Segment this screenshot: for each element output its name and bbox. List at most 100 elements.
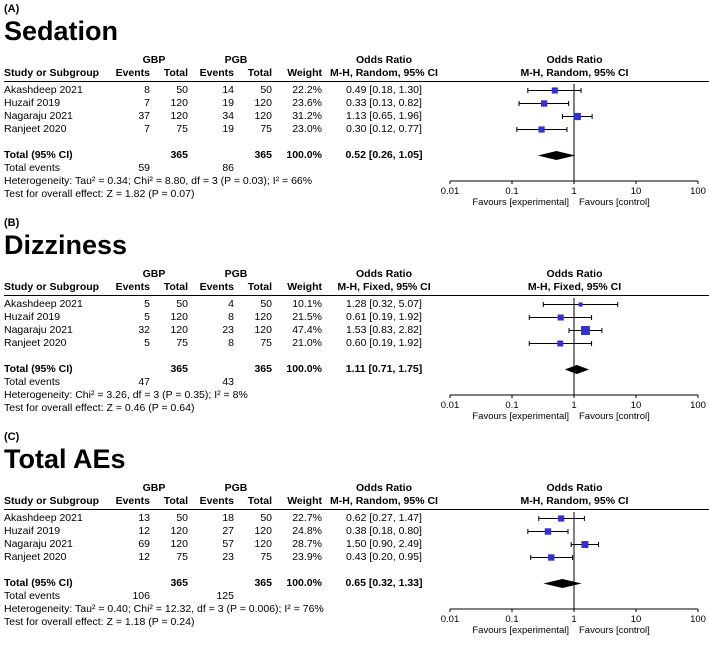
gbp-events: 8	[144, 84, 150, 96]
col-study: Study or Subgroup	[4, 495, 100, 507]
gbp-total: 365	[170, 363, 188, 375]
table-row: Huzaif 2019 5 120 8 120 21.5% 0.61 [0.19…	[4, 311, 709, 324]
axis-tick-label: 0.1	[505, 400, 518, 411]
odds-ratio-header: Odds Ratio	[355, 54, 412, 66]
pgb-events: 57	[222, 538, 234, 550]
weight: 21.0%	[292, 337, 322, 349]
total-row: Total (95% CI) 365 365 100.0% 0.65 [0.32…	[4, 577, 709, 590]
heterogeneity-text: Heterogeneity: Tau² = 0.34; Chi² = 8.80,…	[4, 175, 313, 187]
pgb-total: 120	[254, 110, 272, 122]
pgb-events: 86	[222, 162, 234, 174]
ci-text: 0.49 [0.18, 1.30]	[346, 84, 422, 96]
study-name: Ranjeet 2020	[4, 337, 67, 349]
empty-cell	[194, 363, 240, 376]
odds-ratio-header: Odds Ratio	[355, 482, 412, 494]
total-label: Total (95% CI)	[4, 363, 73, 375]
table-row: Akashdeep 2021 8 50 14 50 22.2% 0.49 [0.…	[4, 84, 709, 97]
gbp-total: 120	[170, 97, 188, 109]
group-header-gbp: GBP	[142, 54, 166, 66]
gbp-total: 365	[170, 149, 188, 161]
odds-ratio-plot-header: Odds Ratio	[546, 482, 603, 494]
table-body: Akashdeep 2021 13 50 18 50 22.7% 0.62 [0…	[4, 510, 709, 636]
study-name: Huzaif 2019	[4, 97, 61, 109]
gbp-total: 120	[170, 110, 188, 122]
total-label: Total (95% CI)	[4, 577, 73, 589]
axis-tick-label: 10	[631, 186, 642, 197]
gbp-total: 365	[170, 577, 188, 589]
gbp-total: 50	[176, 512, 188, 524]
panel-label-c: (C)	[4, 431, 20, 443]
favours-left-label: Favours [experimental]	[472, 197, 569, 208]
axis-tick-label: 10	[631, 614, 642, 625]
gbp-events: 12	[138, 551, 150, 563]
empty-cell	[278, 162, 328, 175]
pgb-events: 23	[222, 324, 234, 336]
pgb-events: 34	[222, 110, 234, 122]
axis-tick-label: 100	[690, 400, 706, 411]
weight: 100.0%	[286, 577, 322, 589]
pgb-total: 120	[254, 311, 272, 323]
axis-tick-label: 0.1	[505, 186, 518, 197]
ci-text: 0.38 [0.18, 0.80]	[346, 525, 422, 537]
empty-cell	[328, 590, 440, 603]
gbp-events: 106	[132, 590, 150, 602]
empty-cell	[114, 577, 156, 590]
col-weight: Weight	[287, 495, 322, 507]
panel-title-sedation: Sedation	[4, 16, 119, 46]
table-row: Nagaraju 2021 37 120 34 120 31.2% 1.13 […	[4, 110, 709, 123]
panel-label-b: (B)	[4, 217, 20, 229]
empty-cell	[156, 590, 194, 603]
gbp-events: 59	[138, 162, 150, 174]
ci-text: 1.11 [0.71, 1.75]	[345, 363, 423, 375]
ci-text: 0.60 [0.19, 1.92]	[346, 337, 422, 349]
ci-text: 0.61 [0.19, 1.92]	[346, 311, 422, 323]
overall-effect-text: Test for overall effect: Z = 0.46 (P = 0…	[4, 402, 195, 414]
axis-tick-label: 1	[571, 400, 576, 411]
table-row: Akashdeep 2021 13 50 18 50 22.7% 0.62 [0…	[4, 512, 709, 525]
gbp-total: 50	[176, 298, 188, 310]
axis-tick-label: 0.1	[505, 614, 518, 625]
total-events-row: Total events 47 43	[4, 376, 709, 389]
ci-text: 0.33 [0.13, 0.82]	[346, 97, 422, 109]
row-spacer	[4, 564, 709, 577]
weight: 31.2%	[292, 110, 322, 122]
panel-dizziness: (B) Dizziness GBP PGB Odds Ratio Odds Ra…	[4, 217, 709, 422]
gbp-events: 12	[138, 525, 150, 537]
weight: 24.8%	[292, 525, 322, 537]
favours-left-label: Favours [experimental]	[472, 625, 569, 636]
study-name: Nagaraju 2021	[4, 110, 73, 122]
empty-cell	[278, 376, 328, 389]
gbp-total: 120	[170, 311, 188, 323]
odds-ratio-plot-header: Odds Ratio	[546, 54, 603, 66]
col-effect-plot: M-H, Random, 95% CI	[520, 67, 629, 79]
gbp-events: 69	[138, 538, 150, 550]
empty-cell	[240, 376, 278, 389]
weight: 100.0%	[286, 363, 322, 375]
pgb-total: 365	[254, 363, 272, 375]
study-name: Akashdeep 2021	[4, 84, 83, 96]
table-row: Nagaraju 2021 69 120 57 120 28.7% 1.50 […	[4, 538, 709, 551]
axis-tick-label: 100	[690, 186, 706, 197]
pgb-total: 75	[260, 123, 272, 135]
gbp-events: 13	[138, 512, 150, 524]
pgb-total: 365	[254, 577, 272, 589]
panel-label-a: (A)	[4, 3, 20, 15]
col-effect: M-H, Random, 95% CI	[330, 495, 438, 507]
favours-right-label: Favours [control]	[579, 197, 650, 208]
col-gbp-events: Events	[115, 495, 150, 507]
gbp-total: 120	[170, 324, 188, 336]
heterogeneity-text: Heterogeneity: Tau² = 0.40; Chi² = 12.32…	[4, 603, 324, 615]
col-pgb-events: Events	[199, 495, 234, 507]
empty-cell	[240, 590, 278, 603]
weight: 22.2%	[292, 84, 322, 96]
empty-cell	[328, 376, 440, 389]
group-header-pgb: PGB	[224, 268, 248, 280]
table-row: Huzaif 2019 12 120 27 120 24.8% 0.38 [0.…	[4, 525, 709, 538]
gbp-total: 75	[176, 551, 188, 563]
col-weight: Weight	[287, 67, 322, 79]
table-row: Nagaraju 2021 32 120 23 120 47.4% 1.53 […	[4, 324, 709, 337]
pgb-total: 365	[254, 149, 272, 161]
study-name: Huzaif 2019	[4, 311, 61, 323]
col-pgb-total: Total	[247, 281, 272, 293]
study-name: Akashdeep 2021	[4, 512, 83, 524]
